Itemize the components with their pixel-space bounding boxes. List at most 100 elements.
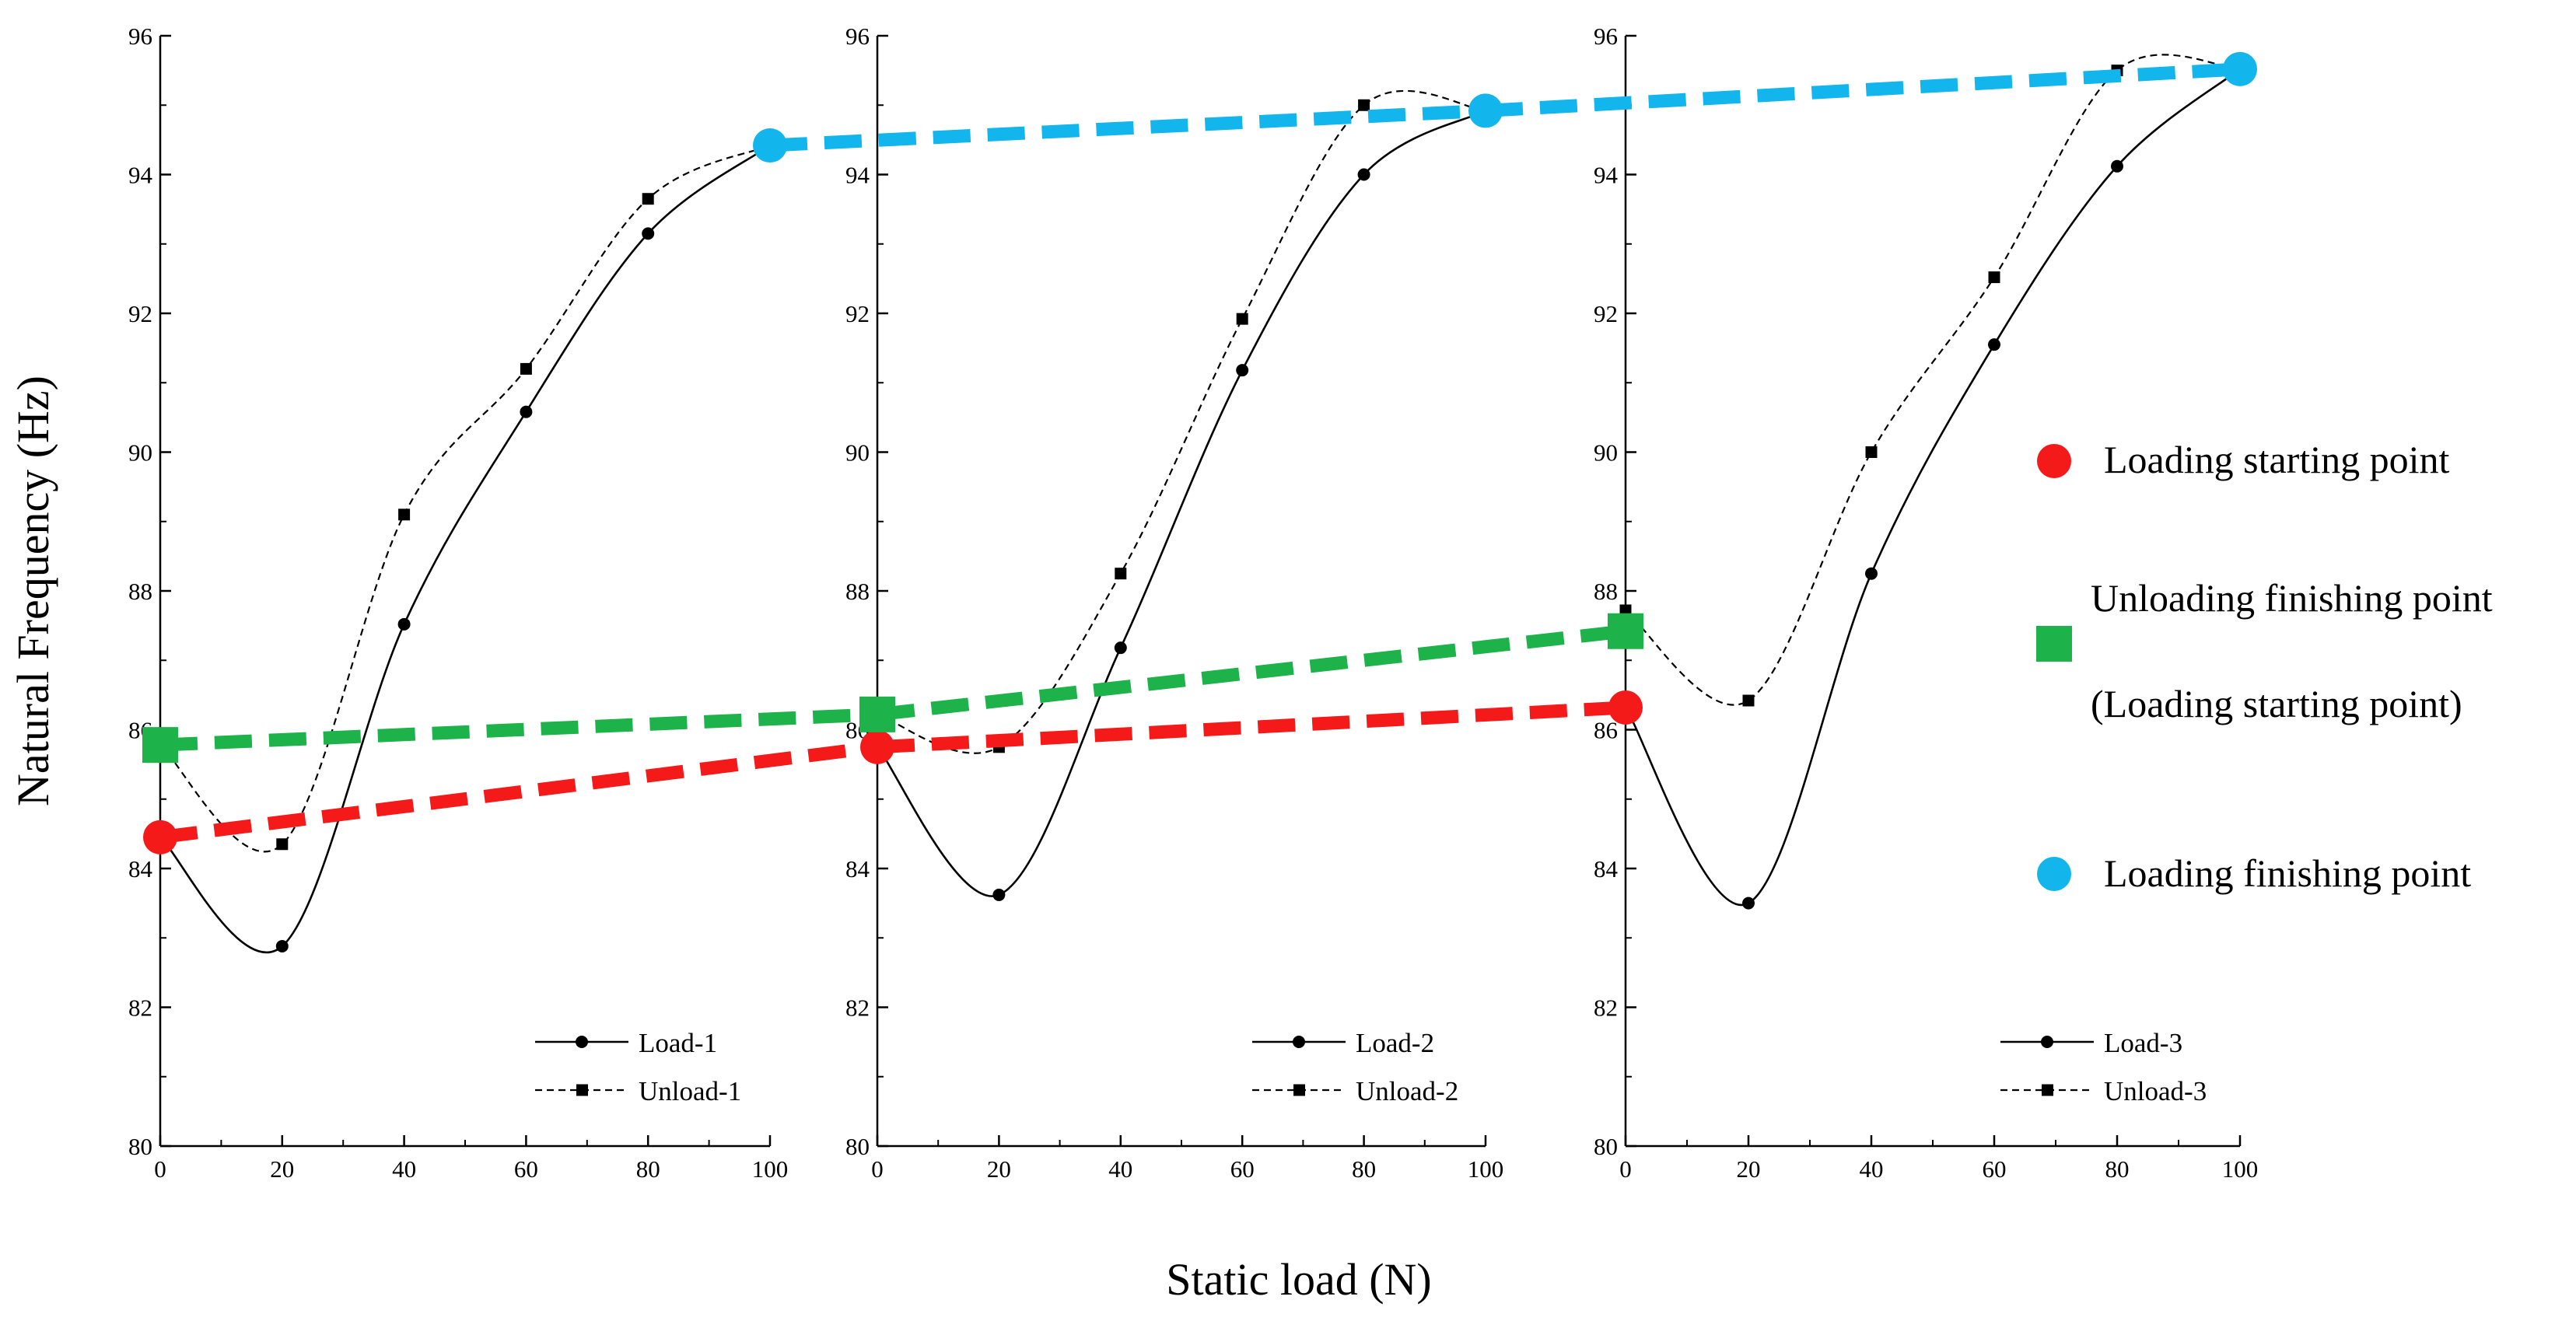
panel-3: 80 82 84 86 88 90 92 94 96 0 20 40 60 80 100 Load-3 Unlo… [1594,23,2258,1183]
x-tick-label: 20 [987,1155,1011,1183]
data-point-square [642,193,654,205]
data-point-circle [1988,338,2000,351]
y-tick-label: 82 [128,994,152,1022]
x-tick-label: 40 [392,1155,416,1183]
trend-marker-square [1608,613,1643,649]
x-tick-label: 60 [1983,1155,2007,1183]
y-tick-label: 88 [128,578,152,605]
data-point-circle [992,888,1006,901]
data-point-circle [2111,159,2123,173]
key-label: Unloading finishing point [2091,576,2493,620]
y-tick-label: 88 [845,578,870,605]
legend-label: Load-3 [2104,1028,2182,1058]
y-tick-label: 84 [845,855,870,882]
trend-marker-circle [860,729,894,764]
legend-marker-square [576,1084,588,1096]
key-label-secondary: (Loading starting point) [2091,682,2462,725]
data-point-square [1236,313,1248,325]
y-tick-label: 80 [1594,1133,1618,1160]
x-tick-label: 0 [154,1155,166,1183]
trend-marker-circle [753,128,787,163]
key-marker-circle [2037,444,2071,478]
trend-line-unloading-finishing-point [142,613,1643,764]
data-point-circle [1114,641,1127,655]
x-tick-label: 60 [514,1155,538,1183]
x-tick-label: 80 [2105,1155,2130,1183]
y-tick-label: 82 [1594,994,1618,1022]
x-tick-label: 0 [1619,1155,1632,1183]
trend-segment [159,708,878,752]
legend-label: Unload-1 [639,1076,741,1106]
data-point-square [276,838,289,851]
data-point-circle [1236,364,1249,377]
data-point-square [1115,568,1127,580]
x-tick-label: 20 [270,1155,294,1183]
key-marker-square [2036,626,2072,662]
y-tick-label: 80 [128,1133,152,1160]
data-point-circle [642,227,655,240]
key-marker-circle [2037,857,2071,891]
trend-segment [159,740,879,844]
trend-marker-circle [1468,93,1503,128]
trend-marker-circle [1608,690,1643,725]
trend-line-loading-starting-point [143,690,1643,854]
y-tick-label: 94 [128,162,153,189]
y-tick-label: 80 [845,1133,870,1160]
y-tick-label: 84 [128,855,153,882]
data-point-circle [275,939,289,952]
x-tick-label: 100 [2222,1155,2259,1183]
series-line-Load-3 [1624,68,2241,907]
series-Load-1 [154,139,776,954]
y-tick-label: 92 [128,300,152,327]
y-tick-label: 84 [1594,855,1619,882]
trend-marker-square [859,696,895,732]
legend-marker-circle [576,1036,588,1048]
point-key: Loading starting point Unloading finishin… [2036,438,2493,895]
trend-segment [769,103,1486,152]
key-label: Loading finishing point [2104,851,2471,895]
data-point-circle [520,405,533,418]
data-point-square [1358,99,1370,111]
y-tick-label: 96 [128,23,152,50]
x-tick-label: 40 [1108,1155,1132,1183]
legend-label: Load-2 [1356,1028,1434,1058]
y-tick-label: 94 [845,162,870,189]
x-tick-label: 80 [636,1155,660,1183]
data-point-circle [1357,168,1370,181]
legend-label: Unload-3 [2104,1076,2207,1106]
x-tick-label: 0 [871,1155,884,1183]
y-tick-label: 88 [1594,578,1618,605]
y-tick-label: 92 [1594,300,1618,327]
x-tick-label: 80 [1352,1155,1376,1183]
series-line-Unload-3 [1625,54,2241,706]
data-point-square [1742,694,1755,707]
data-point-circle [1865,567,1878,580]
trend-marker-circle [143,820,177,854]
data-point-square [1865,446,1878,458]
y-tick-label: 86 [1594,717,1618,744]
trend-line-loading-finishing-point [753,51,2257,163]
series-line-Load-2 [876,110,1486,897]
y-tick-label: 90 [1594,439,1618,467]
y-tick-label: 90 [128,439,152,467]
x-tick-label: 100 [1468,1155,1504,1183]
y-tick-label: 92 [845,300,870,327]
key-item: Loading starting point [2037,438,2449,481]
trend-marker-circle [2223,51,2257,86]
key-label: Loading starting point [2104,438,2449,481]
panels-group: 80 82 84 86 88 90 92 94 96 0 20 40 60 80 100 Load-1 Unlo… [128,23,2258,1183]
legend-marker-circle [1293,1036,1305,1048]
data-point-circle [1742,896,1755,910]
trend-marker-square [142,727,178,764]
y-tick-label: 96 [1594,23,1618,50]
data-point-circle [397,617,411,631]
x-tick-label: 60 [1230,1155,1255,1183]
series-Load-3 [1619,62,2246,910]
key-item: Loading finishing point [2037,851,2471,895]
y-axis-title: Natural Frequency (Hz) [8,376,58,806]
y-tick-label: 90 [845,439,870,467]
x-axis-title: Static load (N) [1166,1254,1431,1305]
trend-segment [877,701,1626,754]
